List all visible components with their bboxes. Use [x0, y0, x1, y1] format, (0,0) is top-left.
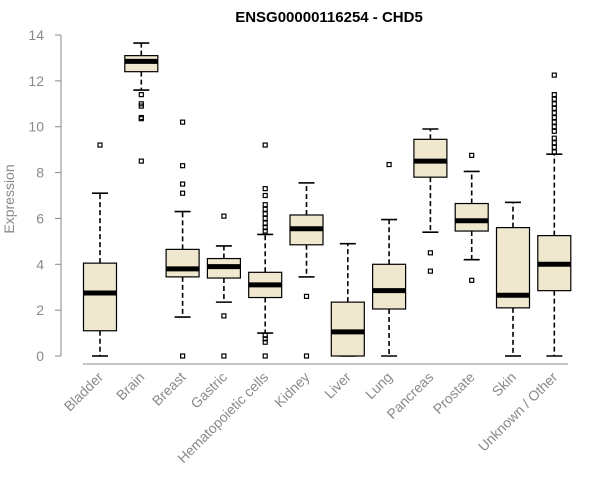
x-tick-label: Brain [113, 369, 147, 403]
outlier-point [262, 186, 268, 192]
outlier-point [262, 339, 268, 345]
outlier-point [551, 149, 557, 155]
outlier-point [180, 181, 186, 187]
outlier-point [551, 72, 557, 78]
box-breast [165, 119, 200, 359]
outlier-point [469, 152, 475, 158]
x-tick-label: Bladder [61, 369, 107, 415]
outlier-point [262, 211, 268, 217]
outlier-point [386, 161, 392, 168]
x-tick-label: Skin [489, 369, 520, 400]
outlier-point [551, 105, 557, 111]
outlier-point [180, 119, 186, 125]
iqr-box [165, 248, 200, 278]
y-tick-label: 2 [36, 302, 44, 318]
box-pancreas [413, 128, 448, 274]
outlier-point [262, 353, 268, 359]
outlier-point [138, 103, 144, 109]
outlier-point [262, 228, 268, 234]
outlier-point [427, 268, 433, 274]
y-tick-label: 14 [28, 27, 44, 43]
outlier-point [221, 213, 227, 219]
x-tick-label: Breast [149, 369, 189, 409]
outlier-point [551, 92, 557, 98]
x-tick-label: Prostate [430, 369, 478, 417]
y-tick-label: 10 [28, 119, 44, 135]
boxes-group [82, 42, 572, 359]
outlier-point [551, 128, 557, 134]
box-skin [495, 201, 531, 357]
outlier-point [551, 96, 557, 102]
outlier-point [97, 142, 103, 148]
box-lung [372, 161, 407, 357]
outlier-point [262, 142, 268, 148]
x-tick-label: Lung [362, 369, 395, 402]
y-tick-label: 6 [36, 210, 44, 226]
outlier-point [180, 353, 186, 359]
outlier-point [180, 190, 186, 196]
outlier-point [551, 140, 557, 146]
outlier-point [303, 293, 310, 299]
y-tick-label: 8 [36, 165, 44, 181]
outlier-point [221, 353, 227, 359]
outlier-point [221, 313, 227, 319]
box-prostate [454, 152, 489, 283]
outlier-point [427, 250, 433, 256]
box-hematopoietic-cells [248, 142, 283, 359]
outlier-point [551, 119, 557, 125]
x-tick-label: Kidney [271, 369, 313, 411]
box-gastric [206, 213, 241, 359]
iqr-box [413, 138, 448, 178]
outlier-point [262, 215, 268, 222]
box-liver [330, 242, 365, 357]
y-tick-label: 4 [36, 256, 44, 272]
outlier-point [551, 144, 557, 150]
outlier-point [551, 110, 557, 116]
y-axis-label: Expression [1, 164, 17, 233]
outlier-point [551, 135, 557, 141]
box-bladder [82, 142, 118, 357]
chart-title: ENSG00000116254 - CHD5 [235, 9, 423, 26]
iqr-box [454, 202, 489, 232]
box-brain [124, 42, 159, 164]
outlier-point [551, 101, 557, 107]
outlier-point [262, 206, 268, 212]
outlier-point [551, 124, 557, 130]
outlier-point [262, 202, 268, 208]
outlier-point [262, 220, 268, 226]
y-tick-label: 12 [28, 73, 44, 89]
outlier-point [469, 277, 475, 283]
outlier-point [138, 116, 144, 122]
outlier-point [138, 92, 144, 98]
iqr-box [372, 263, 407, 310]
box-kidney [289, 182, 324, 359]
iqr-box [82, 262, 118, 332]
outlier-point [262, 192, 268, 199]
box-unknown-other [537, 72, 572, 357]
y-tick-label: 0 [36, 348, 44, 364]
outlier-point [303, 353, 310, 359]
outlier-point [138, 158, 144, 164]
outlier-point [551, 114, 557, 121]
outlier-point [180, 163, 186, 169]
y-axis-ticks: 0 2 4 6 8 10 12 14 [28, 27, 61, 364]
iqr-box [330, 301, 365, 357]
x-tick-label: Liver [321, 369, 354, 402]
